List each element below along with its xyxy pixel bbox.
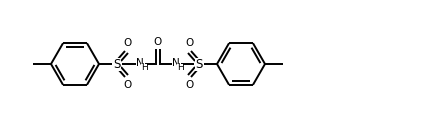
Text: N: N bbox=[172, 58, 180, 68]
Text: O: O bbox=[123, 38, 131, 48]
Text: O: O bbox=[154, 37, 162, 47]
Text: H: H bbox=[141, 63, 148, 72]
Text: O: O bbox=[123, 80, 131, 90]
Text: H: H bbox=[177, 63, 183, 72]
Text: O: O bbox=[185, 38, 193, 48]
Text: S: S bbox=[113, 57, 121, 71]
Text: N: N bbox=[136, 58, 144, 68]
Text: S: S bbox=[195, 57, 203, 71]
Text: O: O bbox=[185, 80, 193, 90]
